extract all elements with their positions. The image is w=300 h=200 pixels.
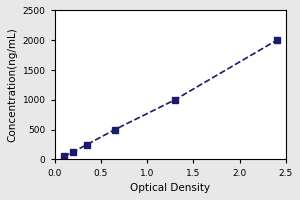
X-axis label: Optical Density: Optical Density bbox=[130, 183, 210, 193]
Y-axis label: Concentration(ng/mL): Concentration(ng/mL) bbox=[7, 28, 17, 142]
